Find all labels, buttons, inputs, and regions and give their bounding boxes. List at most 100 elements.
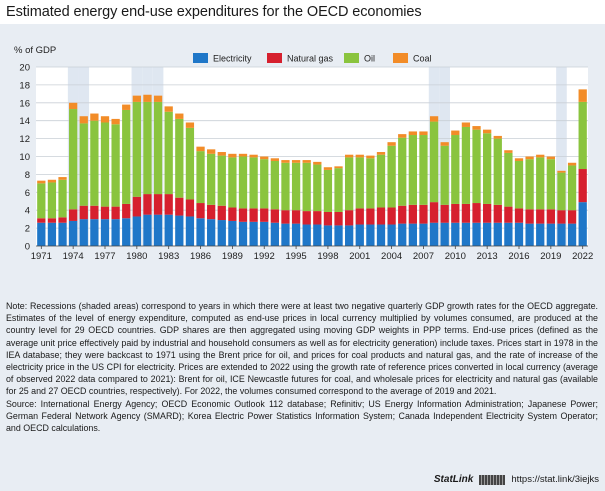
legend-label: Electricity [213,54,252,64]
bar-segment-coal [153,95,163,102]
bar-segment-coal [47,179,57,183]
bar-segment-natural-gas [323,211,333,226]
x-tick-label: 1983 [158,251,179,262]
x-tick-label: 1980 [126,251,147,262]
bar-segment-natural-gas [483,203,492,223]
source-text: Source: International Energy Agency; OEC… [6,398,598,434]
bar-segment-electricity [281,223,290,246]
bar-segment-coal [291,160,301,163]
statlink-url[interactable]: https://stat.link/3iejks [511,474,599,485]
bar-segment-natural-gas [536,209,545,224]
bar-segment-natural-gas [207,204,216,220]
bar-segment-natural-gas [387,207,396,225]
bar-segment-coal [546,156,555,160]
bar-segment-natural-gas [122,203,131,219]
bar-segment-electricity [207,219,216,246]
bar-segment-oil [557,172,566,211]
bar-segment-electricity [153,214,163,246]
bar-segment-coal [302,160,311,163]
bar-segment-natural-gas [143,194,152,215]
bar-segment-coal [387,142,396,146]
note-text: Note: Recessions (shaded areas) correspo… [6,301,598,397]
bar-segment-oil [334,168,343,212]
bar-segment-oil [291,162,301,211]
bar-segment-coal [557,170,566,173]
bar-segment-natural-gas [132,196,141,217]
bar-segment-natural-gas [281,210,290,224]
bar-segment-coal [175,113,184,119]
bar-segment-oil [376,154,386,208]
bar-segment-oil [111,124,120,207]
bar-segment-oil [472,129,481,204]
bar-segment-coal [398,134,407,138]
x-tick-label: 1998 [317,251,338,262]
statlink-brand: StatLink [433,474,474,485]
bar-segment-coal [58,177,67,180]
bar-segment-coal [196,146,205,152]
chart-note: Note: Recessions (shaded areas) correspo… [6,300,598,434]
bar-segment-natural-gas [514,208,524,223]
y-tick-label: 20 [19,63,30,74]
bar-segment-electricity [557,223,566,246]
bar-segment-oil [270,160,279,210]
x-tick-label: 1977 [94,251,115,262]
bar-segment-oil [408,135,417,205]
bar-segment-coal [493,135,502,139]
bar-segment-natural-gas [578,169,587,203]
bar-segment-electricity [79,219,88,246]
bar-segment-electricity [387,224,396,246]
bar-segment-electricity [47,222,57,246]
bar-segment-electricity [525,223,534,246]
bar-segment-electricity [249,221,258,246]
bar-segment-coal [323,167,333,170]
bar-segment-coal [419,131,428,136]
bar-segment-oil [546,159,555,210]
bar-segment-oil [578,101,587,170]
bar-segment-electricity [132,216,141,246]
x-tick-label: 2019 [540,251,561,262]
bar-segment-natural-gas [249,208,258,222]
bar-segment-oil [164,111,173,195]
bar-segment-coal [440,142,449,146]
bar-segment-oil [366,158,375,209]
bar-segment-electricity [536,223,545,246]
bar-segment-electricity [451,222,460,246]
bar-segment-coal [461,122,471,127]
bar-segment-coal [69,102,78,110]
bar-segment-electricity [69,220,78,246]
bar-segment-coal [185,122,195,128]
bar-segment-oil [419,135,428,205]
bar-segment-electricity [58,222,67,246]
bar-segment-natural-gas [164,194,173,215]
bar-segment-natural-gas [345,210,354,226]
bar-segment-natural-gas [100,206,110,220]
bar-segment-natural-gas [260,208,269,222]
bar-segment-electricity [334,225,343,246]
bar-segment-coal [376,152,386,155]
statlink[interactable]: StatLink https://stat.link/3iejks [434,474,599,485]
bar-segment-coal [238,153,248,157]
bar-segment-oil [228,157,237,208]
bar-segment-oil [323,169,333,212]
bar-segment-coal [90,113,99,121]
bar-segment-natural-gas [366,208,375,225]
bar-segment-coal [313,161,322,165]
bar-segment-coal [132,95,141,102]
bar-segment-oil [483,133,492,204]
bar-segment-oil [175,118,184,198]
bar-segment-coal [281,160,290,163]
bar-segment-coal [228,153,237,158]
x-tick-label: 2022 [572,251,593,262]
bar-segment-electricity [164,214,173,246]
bar-segment-natural-gas [69,209,78,221]
bar-segment-electricity [122,218,131,246]
bar-segment-natural-gas [291,210,301,224]
bar-segment-coal [483,129,492,134]
y-tick-label: 18 [19,80,30,91]
x-tick-label: 1986 [190,251,211,262]
y-tick-label: 14 [19,116,30,127]
bar-segment-coal [514,158,524,161]
bar-segment-electricity [185,216,195,246]
y-tick-label: 10 [19,152,30,163]
bar-segment-natural-gas [567,210,577,224]
